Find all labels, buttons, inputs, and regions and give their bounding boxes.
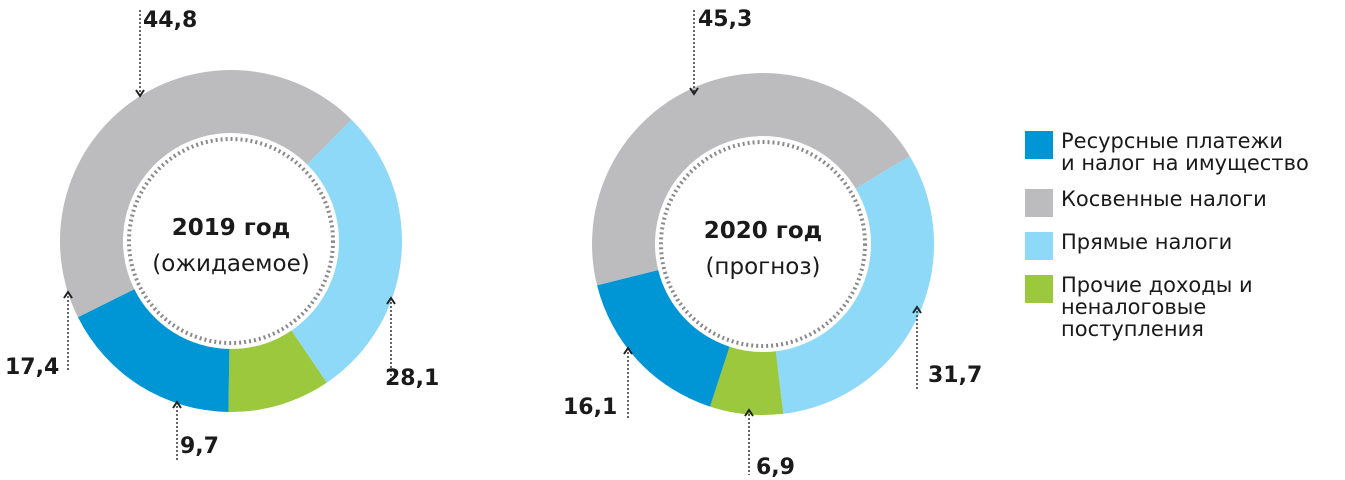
slice-2020-3 [597, 270, 730, 407]
center-title: 2020 год [704, 218, 822, 244]
donut-2019: 2019 год (ожидаемое) 44,8 28,1 9,7 17,4 [5, 8, 439, 460]
legend-label-other: Прочие доходы и неналоговые поступления [1061, 273, 1253, 341]
data-label: 31,7 [928, 363, 982, 388]
legend-swatch-resource [1025, 131, 1053, 159]
legend-item-direct: Прямые налоги [1025, 231, 1340, 260]
legend-label-indirect: Косвенные налоги [1061, 187, 1267, 211]
leader-arrow [689, 87, 699, 96]
leader-arrow [135, 89, 145, 98]
legend: Ресурсные платежи и налог на имущество К… [1025, 130, 1340, 354]
data-label: 44,8 [143, 8, 197, 33]
data-label: 9,7 [180, 434, 219, 459]
slice-2019-1 [291, 119, 402, 383]
data-label: 28,1 [385, 366, 439, 391]
inner-ring [659, 140, 867, 348]
data-label: 45,3 [698, 7, 752, 32]
legend-label-direct: Прямые налоги [1061, 230, 1233, 254]
center-subtitle: (ожидаемое) [152, 251, 309, 277]
legend-item-other: Прочие доходы и неналоговые поступления [1025, 274, 1340, 340]
donut-2020: 2020 год (прогноз) 45,3 31,7 6,9 16,1 [563, 7, 982, 480]
slice-2020-2 [710, 346, 784, 415]
leader-arrow [623, 346, 633, 355]
inner-ring [127, 137, 335, 345]
legend-swatch-other [1025, 275, 1053, 303]
center-subtitle: (прогноз) [705, 254, 820, 280]
leader-arrow [172, 400, 182, 409]
data-label: 6,9 [756, 455, 795, 480]
data-label: 16,1 [563, 395, 617, 420]
slice-2020-0 [591, 73, 910, 286]
data-label: 17,4 [5, 355, 59, 380]
slice-2020-1 [775, 156, 934, 414]
legend-swatch-indirect [1025, 189, 1053, 217]
leader-arrow [63, 290, 73, 299]
leader-arrow [744, 408, 754, 417]
leader-arrow [386, 296, 396, 305]
legend-item-indirect: Косвенные налоги [1025, 188, 1340, 217]
legend-label-resource: Ресурсные платежи и налог на имущество [1061, 129, 1309, 175]
slice-2019-2 [228, 330, 327, 412]
center-title: 2019 год [172, 215, 290, 241]
leader-arrow [912, 305, 922, 314]
legend-swatch-direct [1025, 232, 1053, 260]
slice-2019-0 [60, 70, 352, 318]
slice-2019-3 [77, 289, 230, 412]
legend-item-resource: Ресурсные платежи и налог на имущество [1025, 130, 1340, 174]
